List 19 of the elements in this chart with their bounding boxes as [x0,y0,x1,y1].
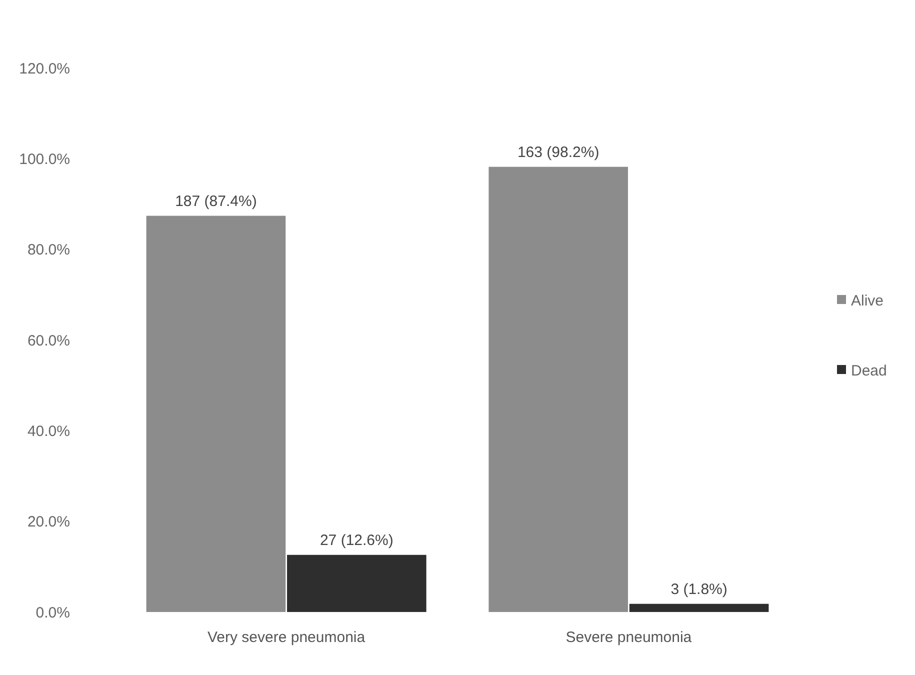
y-tick-label: 20.0% [27,514,70,531]
bar [287,554,426,612]
bar [146,216,286,612]
y-tick-label: 60.0% [27,332,70,350]
y-tick-label: 40.0% [27,422,70,440]
bar [629,604,769,612]
data-label: 187 (87.4%) [175,192,257,210]
y-tick-label: 80.0% [27,242,70,259]
y-tick-label: 0.0% [36,604,70,622]
x-tick-label: Severe pneumonia [566,629,692,646]
bar [488,166,628,612]
x-tick-label: Very severe pneumonia [208,629,366,646]
y-tick-label: 120.0% [19,60,70,78]
legend-label: Alive [851,292,884,310]
data-label: 3 (1.8%) [670,580,728,598]
legend-label: Dead [851,362,887,380]
data-label: 27 (12.6%) [320,532,394,549]
data-label: 163 (98.2%) [517,144,600,161]
y-tick-label: 100.0% [19,150,70,168]
